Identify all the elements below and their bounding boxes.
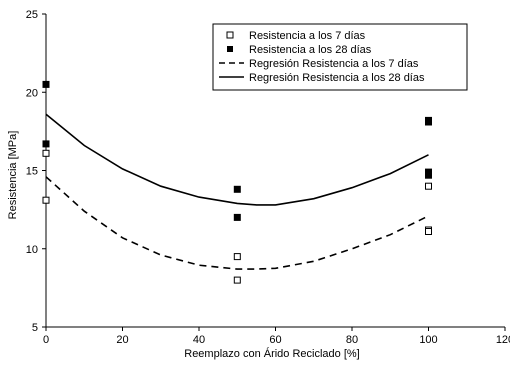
data-point-7-days — [42, 149, 50, 157]
x-tick-label: 40 — [193, 334, 205, 346]
data-point-28-days — [425, 116, 432, 124]
data-point-7-days — [425, 182, 432, 190]
x-tick-label: 120 — [496, 334, 510, 346]
y-axis-label: Resistencia [MPa] — [7, 131, 19, 220]
data-point-7-days — [233, 253, 241, 261]
y-tick-label: 10 — [26, 244, 38, 256]
x-tick-label: 100 — [419, 334, 437, 346]
data-point-28-days — [233, 213, 241, 221]
legend-label-regression-7-days: Regresión Resistencia a los 7 días — [249, 58, 419, 70]
data-point-7-days — [42, 196, 50, 204]
data-point-28-days — [42, 80, 50, 88]
data-point-7-days — [233, 276, 241, 284]
data-point-28-days — [425, 171, 432, 179]
y-tick-label: 20 — [26, 87, 38, 99]
regression-curves — [45, 113, 429, 270]
y-tick-label: 15 — [26, 166, 38, 178]
regression-curve-2 — [45, 176, 429, 270]
legend-marker-28-days — [227, 46, 233, 52]
x-tick-label: 0 — [43, 334, 49, 346]
y-tick-label: 25 — [26, 9, 38, 21]
x-tick-label: 60 — [269, 334, 281, 346]
legend: Resistencia a los 7 días Resistencia a l… — [212, 23, 468, 91]
axes — [42, 13, 506, 331]
x-tick-label: 20 — [116, 334, 128, 346]
data-points — [42, 80, 432, 284]
data-point-7-days — [425, 228, 432, 235]
legend-label-28-days: Resistencia a los 28 días — [249, 44, 372, 56]
x-tick-label: 80 — [346, 334, 358, 346]
tick-labels: 0 20 40 60 80 100 120 5 10 15 20 25 — [26, 9, 510, 346]
legend-marker-7-days — [226, 31, 234, 39]
y-tick-label: 5 — [32, 322, 38, 334]
legend-label-7-days: Resistencia a los 7 días — [249, 30, 366, 42]
data-point-28-days — [233, 185, 241, 193]
x-axis-label: Reemplazo con Árido Reciclado [%] — [184, 347, 359, 360]
data-point-28-days — [42, 140, 50, 148]
legend-box — [212, 23, 468, 91]
regression-curve-3 — [45, 113, 429, 206]
legend-label-regression-28-days: Regresión Resistencia a los 28 días — [249, 72, 425, 84]
